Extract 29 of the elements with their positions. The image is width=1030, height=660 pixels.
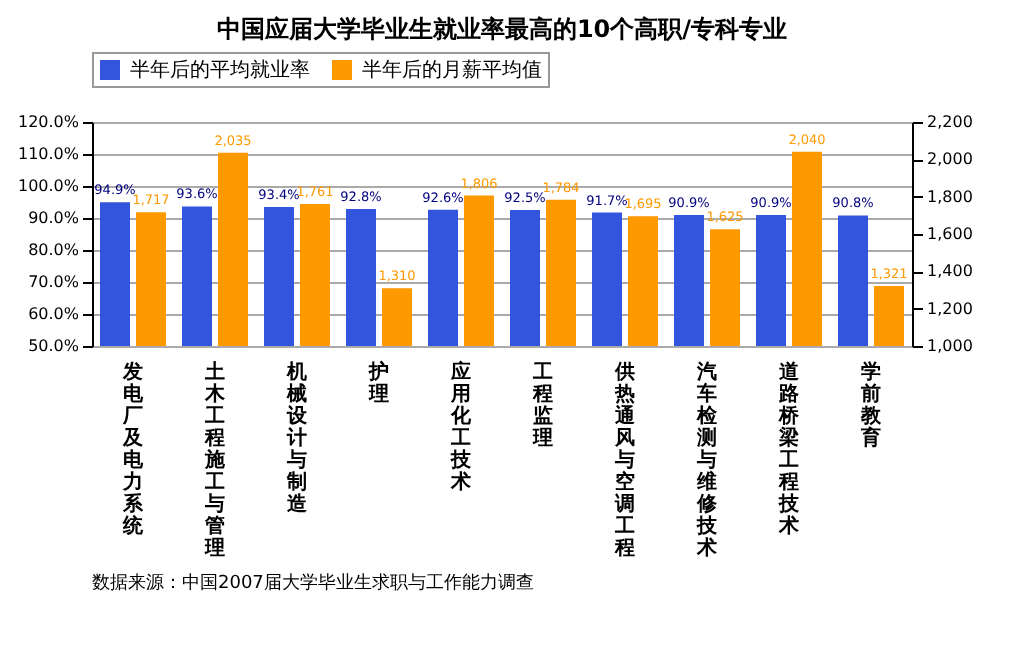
category-label: 供热通风与空调工程 <box>615 362 635 560</box>
category-label: 汽车检测与维修技术 <box>697 362 717 560</box>
y2-tick-label: 1,400 <box>927 262 973 281</box>
x-tick-label: 学前教育 <box>859 360 883 450</box>
y-tick-label: 80.0% <box>28 241 80 259</box>
category-label: 土木工程施工与管理 <box>205 362 225 560</box>
source-note: 数据来源：中国2007届大学毕业生求职与工作能力调查 <box>92 572 534 594</box>
y2-tick-label: 2,200 <box>927 113 973 131</box>
y-tick-label: 60.0% <box>28 305 80 323</box>
legend-label: 半年后的月薪平均值 <box>362 58 542 82</box>
y2-tick-label: 1,200 <box>927 299 973 318</box>
chart-title: 中国应届大学毕业生就业率最高的10个高职/专科专业 <box>216 15 788 43</box>
x-tick-label: 护理 <box>367 360 389 406</box>
y-tick-label: 100.0% <box>17 177 80 195</box>
x-tick-label: 机械设计与制造 <box>285 360 309 516</box>
y-tick-label: 120.0% <box>17 113 80 131</box>
y-tick-label: 110.0% <box>17 145 80 163</box>
y-tick-label: 90.0% <box>28 209 80 227</box>
y2-tick-label: 1,000 <box>927 337 973 355</box>
x-tick-label: 发电厂及电力系统 <box>121 360 145 538</box>
y-tick-label: 70.0% <box>28 273 80 291</box>
y2-tick-label: 1,600 <box>927 225 973 243</box>
legend-label: 半年后的平均就业率 <box>130 58 310 82</box>
x-tick-label: 工程监理 <box>531 362 553 450</box>
y2-tick-label: 1,800 <box>927 187 973 206</box>
y2-tick-label: 2,000 <box>927 150 973 169</box>
x-tick-label: 道路桥梁工程技术 <box>777 360 801 538</box>
y-tick-label: 50.0% <box>28 337 80 355</box>
x-tick-label: 应用化工技术 <box>449 360 473 494</box>
